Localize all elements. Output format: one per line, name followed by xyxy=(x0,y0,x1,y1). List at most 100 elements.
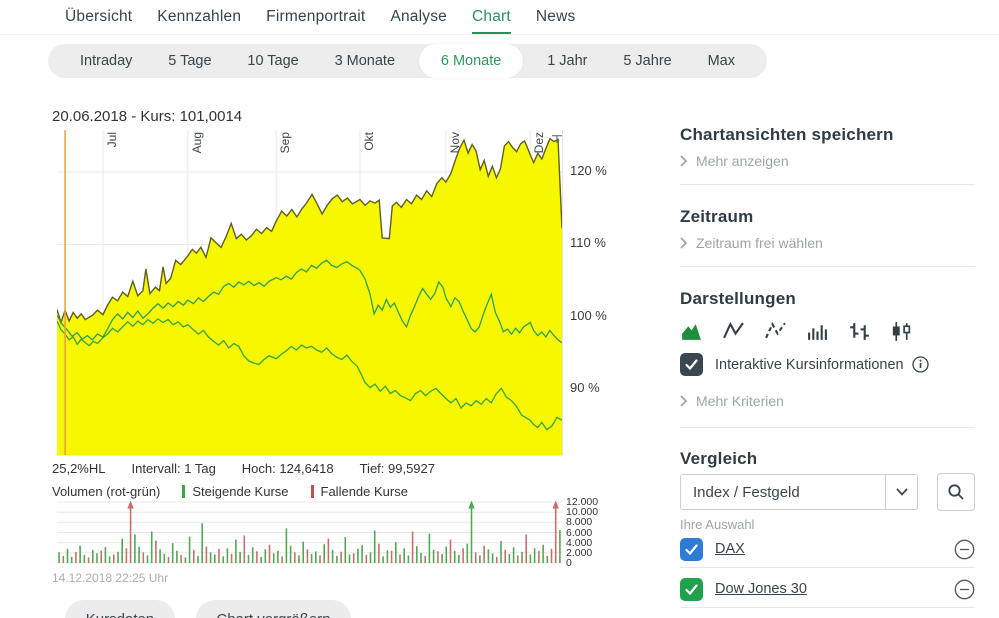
interactive-info-row: Interaktive Kursinformationen xyxy=(680,353,975,376)
interactive-info-label: Interaktive Kursinformationen xyxy=(715,356,904,373)
month-label: Aug xyxy=(189,132,204,154)
price-ytick-label: 90 % xyxy=(570,380,600,396)
sidebar-divider xyxy=(680,567,975,568)
dow-jones-checkbox[interactable] xyxy=(680,577,703,601)
main-nav: Übersicht Kennzahlen Firmenportrait Anal… xyxy=(65,8,575,34)
chevron-down-icon xyxy=(885,475,917,509)
nav-item-kennzahlen[interactable]: Kennzahlen xyxy=(157,8,242,25)
chevron-right-icon xyxy=(680,155,687,167)
chart-vergroessern-button[interactable]: Chart vergrößern xyxy=(196,600,351,618)
remove-dow-jones-button[interactable] xyxy=(954,579,975,600)
up-bar-swatch xyxy=(182,485,186,498)
month-label: Dez xyxy=(532,132,547,154)
line-chart-icon[interactable] xyxy=(722,320,745,343)
candlestick-chart-icon[interactable] xyxy=(890,320,913,343)
vergleich-controls: Index / Festgeld xyxy=(680,473,975,512)
volume-chart: 12.000 10.000 8.000 6.000 4.000 2.000 0 xyxy=(57,497,598,569)
zeitraum-title: Zeitraum xyxy=(680,207,754,226)
chevron-right-icon xyxy=(680,237,687,249)
minus-circle-icon xyxy=(954,539,975,559)
range-tab-10-tage[interactable]: 10 Tage xyxy=(247,53,299,69)
month-label: Nov xyxy=(447,132,462,154)
interactive-info-checkbox[interactable] xyxy=(680,353,703,376)
bar-chart-icon[interactable] xyxy=(806,320,829,343)
remove-dax-button[interactable] xyxy=(954,539,975,560)
range-tab-6-monate[interactable]: 6 Monate xyxy=(418,44,524,78)
dax-link[interactable]: DAX xyxy=(715,541,745,557)
nav-item-uebersicht[interactable]: Übersicht xyxy=(65,8,133,25)
ohlc-chart-icon[interactable] xyxy=(848,320,871,343)
range-tab-3-monate[interactable]: 3 Monate xyxy=(334,53,396,69)
price-ytick-label: 100 % xyxy=(570,307,607,323)
range-tab-max[interactable]: Max xyxy=(707,53,735,69)
nav-item-news[interactable]: News xyxy=(535,8,576,25)
sidebar-divider xyxy=(680,184,975,185)
check-icon xyxy=(685,583,698,595)
stat-hoch: Hoch: 124,6418 xyxy=(241,461,334,476)
zeitraum-frei-waehlen-link[interactable]: Zeitraum frei wählen xyxy=(680,235,975,251)
range-tabs: Intraday 5 Tage 10 Tage 3 Monate 6 Monat… xyxy=(48,44,767,78)
range-tab-5-jahre[interactable]: 5 Jahre xyxy=(623,53,672,69)
range-tab-1-jahr[interactable]: 1 Jahr xyxy=(547,53,588,69)
stat-intervall: Intervall: 1 Tag xyxy=(131,461,216,476)
volume-legend-down: Fallende Kurse xyxy=(310,484,408,499)
price-ytick-label: 110 % xyxy=(570,235,606,251)
chart-crosshair-readout: 20.06.2018 - Kurs: 101,0014 xyxy=(52,108,243,125)
volume-ytick-label: 10.000 xyxy=(566,506,599,519)
volume-chart-svg xyxy=(57,500,562,564)
mehr-kriterien-link[interactable]: Mehr Kriterien xyxy=(680,393,975,409)
dashed-line-chart-icon[interactable] xyxy=(764,320,787,343)
nav-item-chart[interactable]: Chart xyxy=(471,8,511,34)
volume-legend-title: Volumen (rot-grün) xyxy=(52,484,161,499)
volume-ytick-label: 6.000 xyxy=(566,526,593,539)
price-ytick-label: 120 % xyxy=(570,162,607,178)
volume-legend: Volumen (rot-grün) Steigende Kurse Falle… xyxy=(52,484,408,499)
vergleich-select-value: Index / Festgeld xyxy=(693,483,800,501)
kursdaten-button[interactable]: Kursdaten xyxy=(65,600,175,618)
chart-type-icons xyxy=(680,320,975,343)
zeitraum-frei-waehlen-label: Zeitraum frei wählen xyxy=(696,235,823,251)
stat-tief: Tief: 99,5927 xyxy=(359,461,435,476)
down-bar-swatch xyxy=(310,485,314,498)
sidebar-divider xyxy=(680,427,975,428)
comparison-row-dow-jones: Dow Jones 30 xyxy=(680,575,975,603)
volume-ytick-label: 2.000 xyxy=(566,546,593,559)
vergleich-title: Vergleich xyxy=(680,449,758,468)
ihre-auswahl-label: Ihre Auswahl xyxy=(680,517,755,532)
month-label: Sep xyxy=(278,132,293,154)
volume-ytick-label: 12.000 xyxy=(566,496,599,508)
area-chart-icon[interactable] xyxy=(680,320,703,343)
volume-ytick-label: 8.000 xyxy=(566,516,593,529)
volume-ytick-label: 4.000 xyxy=(566,536,593,549)
info-icon[interactable] xyxy=(911,356,929,373)
range-tab-5-tage[interactable]: 5 Tage xyxy=(168,53,212,69)
sidebar-divider xyxy=(680,266,975,267)
price-chart-svg xyxy=(57,130,562,455)
nav-divider xyxy=(0,34,999,35)
nav-item-analyse[interactable]: Analyse xyxy=(390,8,447,25)
range-tab-intraday[interactable]: Intraday xyxy=(80,53,133,69)
stat-hl: 25,2%HL xyxy=(52,461,106,476)
search-icon xyxy=(948,484,964,500)
mehr-anzeigen-label: Mehr anzeigen xyxy=(696,153,789,169)
mehr-anzeigen-link[interactable]: Mehr anzeigen xyxy=(680,153,975,169)
save-views-title: Chartansichten speichern xyxy=(680,125,894,144)
price-chart[interactable]: Jul Aug Sep Okt Nov Dez 120 % 110 % 100 % 90 % xyxy=(57,130,607,456)
vergleich-search-button[interactable] xyxy=(937,473,975,511)
chart-stats: 25,2%HL Intervall: 1 Tag Hoch: 124,6418 … xyxy=(52,461,435,476)
month-label: Okt xyxy=(362,132,376,151)
vergleich-select[interactable]: Index / Festgeld xyxy=(680,474,918,510)
darstellungen-title: Darstellungen xyxy=(680,289,796,308)
check-icon xyxy=(685,543,698,555)
check-icon xyxy=(685,359,698,370)
sidebar-divider xyxy=(680,607,975,608)
volume-legend-up: Steigende Kurse xyxy=(182,484,289,499)
quote-timestamp: 14.12.2018 22:25 Uhr xyxy=(52,571,169,585)
dow-jones-link[interactable]: Dow Jones 30 xyxy=(715,581,807,597)
comparison-row-dax: DAX xyxy=(680,535,975,563)
nav-item-firmenportrait[interactable]: Firmenportrait xyxy=(266,8,366,25)
minus-circle-icon xyxy=(954,579,975,599)
sidebar: Chartansichten speichern Mehr anzeigen Z… xyxy=(680,125,975,618)
dax-checkbox[interactable] xyxy=(680,537,703,561)
